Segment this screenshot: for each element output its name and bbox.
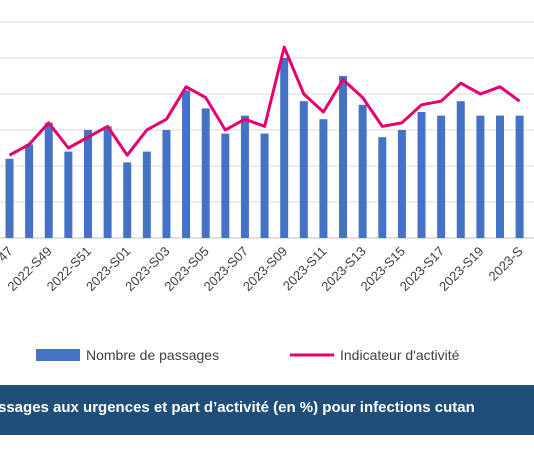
bar-2023-S01 bbox=[123, 162, 132, 238]
legend: Nombre de passages Indicateur d'activité bbox=[36, 347, 460, 363]
bar-2023-S04 bbox=[182, 90, 191, 239]
bar-2023-S09 bbox=[280, 58, 289, 238]
bar-2023-S20 bbox=[496, 115, 504, 238]
bar-2023-S21 bbox=[515, 115, 524, 238]
legend-label-bar: Nombre de passages bbox=[86, 347, 219, 363]
bar-2022-S52 bbox=[103, 126, 112, 238]
bar-2022-S48 bbox=[25, 144, 34, 238]
bar-2022-S51 bbox=[83, 130, 92, 238]
bar-2022-S47 bbox=[5, 158, 14, 238]
chart: 472022-S492022-S512023-S012023-S032023-S… bbox=[0, 21, 534, 363]
bar-2023-S17 bbox=[437, 115, 446, 238]
bar-series bbox=[5, 58, 524, 239]
bar-2023-S12 bbox=[339, 76, 348, 238]
bar-2023-S16 bbox=[417, 112, 426, 238]
bar-2023-S18 bbox=[456, 101, 465, 238]
bar-2023-S19 bbox=[476, 115, 485, 238]
bar-2023-S07 bbox=[240, 115, 249, 238]
bar-2023-S14 bbox=[378, 137, 387, 238]
bar-2023-S08 bbox=[260, 133, 269, 238]
figure-caption: ssages aux urgences et part d’activité (… bbox=[0, 399, 475, 416]
bar-2023-S02 bbox=[142, 151, 151, 238]
x-tick-label: 47 bbox=[0, 244, 16, 265]
line-indicateur-activite bbox=[8, 45, 521, 157]
bar-2023-S06 bbox=[221, 133, 230, 238]
x-axis-tick-labels: 472022-S492022-S512023-S012023-S032023-S… bbox=[0, 243, 526, 294]
bar-2023-S05 bbox=[201, 108, 210, 239]
bar-2022-S50 bbox=[64, 151, 73, 238]
bar-2023-S11 bbox=[319, 119, 328, 238]
legend-swatch-bar bbox=[36, 349, 80, 361]
bar-2022-S49 bbox=[44, 122, 53, 238]
legend-label-line: Indicateur d'activité bbox=[340, 347, 460, 363]
bar-2023-S03 bbox=[162, 130, 171, 238]
bar-2023-S13 bbox=[358, 104, 367, 238]
bar-2023-S15 bbox=[397, 130, 406, 238]
figure-caption-banner: ssages aux urgences et part d’activité (… bbox=[0, 385, 534, 435]
bar-2023-S10 bbox=[299, 101, 308, 238]
x-tick-label: 2023-S bbox=[485, 243, 525, 283]
line-series bbox=[8, 45, 521, 157]
